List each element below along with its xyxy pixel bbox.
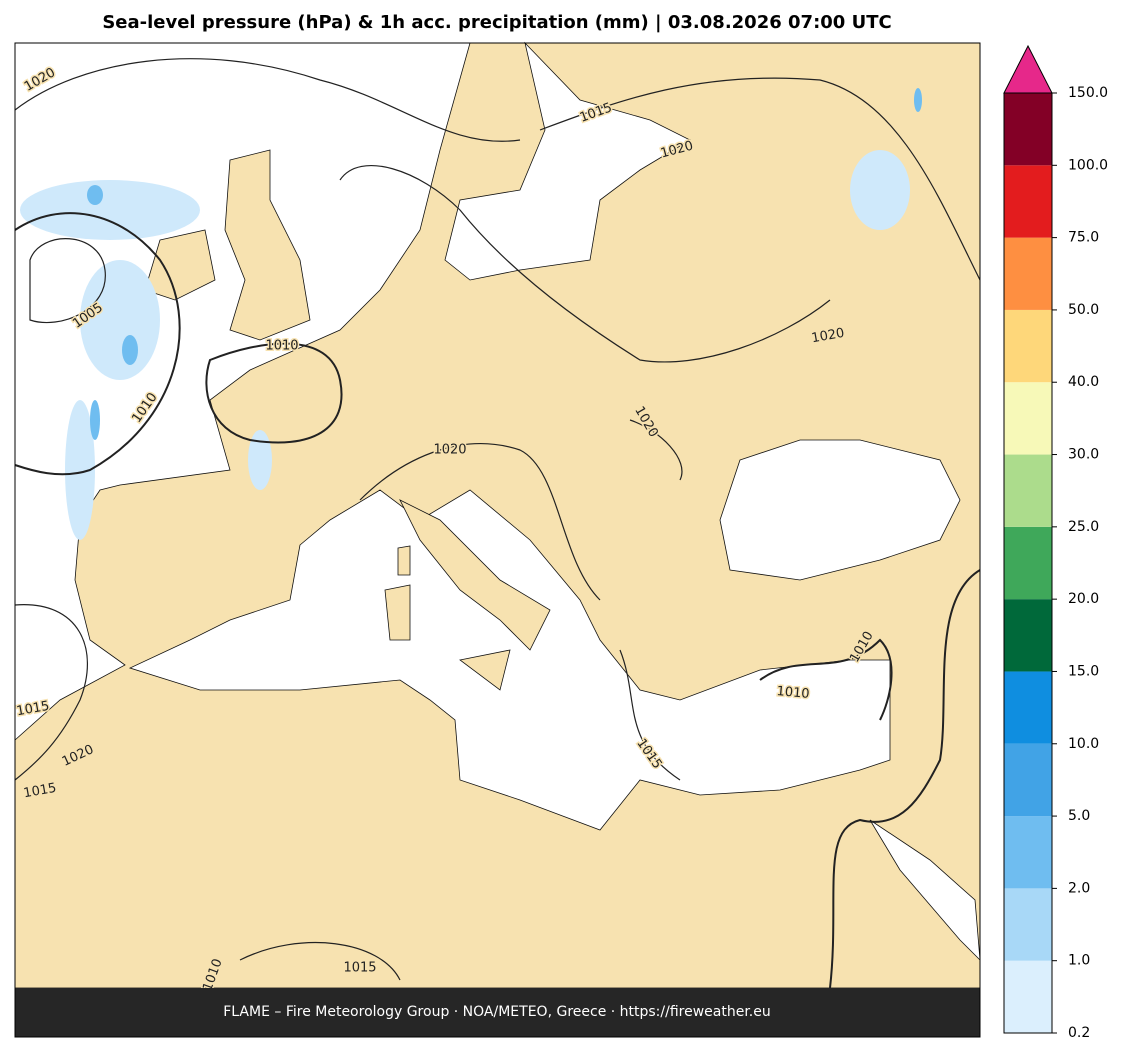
colorbar-tick-label: 15.0 bbox=[1068, 663, 1099, 679]
colorbar-segment bbox=[1004, 888, 1052, 961]
sardinia bbox=[384, 584, 411, 641]
contour-label: 1020 bbox=[433, 443, 466, 458]
mediterranean bbox=[128, 489, 891, 831]
colorbar-tick-label: 25.0 bbox=[1068, 519, 1099, 535]
contour-label: 1015 bbox=[343, 961, 376, 976]
contour-label: 1010 bbox=[265, 339, 298, 354]
colorbar-frame bbox=[1003, 92, 1053, 1034]
colorbar-segment bbox=[1004, 165, 1052, 238]
map-title: Sea-level pressure (hPa) & 1h acc. preci… bbox=[102, 12, 891, 33]
baltic bbox=[444, 41, 691, 281]
colorbar: 0.2 1.0 2.0 5.0 10.0 15.0 20.0 25.0 30.0 40.0 50.0… bbox=[1003, 44, 1108, 1041]
colorbar-tick-label: 50.0 bbox=[1068, 302, 1099, 318]
colorbar-tick-label: 20.0 bbox=[1068, 591, 1099, 607]
black-sea bbox=[719, 439, 961, 581]
footer-bar bbox=[15, 988, 980, 1037]
colorbar-segment bbox=[1004, 526, 1052, 600]
colorbar-extension bbox=[1003, 44, 1053, 94]
colorbar-segment bbox=[1004, 237, 1052, 310]
colorbar-tick-label: 150.0 bbox=[1068, 85, 1108, 101]
colorbar-tick-label: 10.0 bbox=[1068, 736, 1099, 752]
map-frame bbox=[14, 42, 981, 1038]
colorbar-segment bbox=[1004, 599, 1052, 672]
colorbar-segment bbox=[1004, 454, 1052, 527]
isobars bbox=[14, 58, 981, 989]
colorbar-segment bbox=[1004, 743, 1052, 817]
corsica bbox=[397, 545, 411, 576]
colorbar-segment bbox=[1004, 960, 1052, 1033]
map: 1020101510201005101010101020102010201015… bbox=[14, 41, 981, 995]
contour-label: 1015 bbox=[15, 699, 50, 720]
colorbar-segment bbox=[1004, 671, 1052, 744]
colorbar-tick-label: 40.0 bbox=[1068, 374, 1099, 390]
colorbar-tick-label: 1.0 bbox=[1068, 953, 1090, 969]
contour-label: 1010 bbox=[776, 684, 810, 702]
colorbar-segment bbox=[1004, 93, 1052, 166]
precipitation bbox=[20, 88, 922, 540]
sicily bbox=[459, 649, 511, 691]
colorbar-tick-label: 100.0 bbox=[1068, 157, 1108, 173]
footer-credit: FLAME – Fire Meteorology Group · NOA/MET… bbox=[223, 1004, 771, 1020]
colorbar-segment bbox=[1004, 816, 1052, 889]
colorbar-segment bbox=[1004, 382, 1052, 455]
contour-label: 1020 bbox=[810, 326, 845, 347]
colorbar-tick-label: 5.0 bbox=[1068, 808, 1090, 824]
colorbar-tick-label: 30.0 bbox=[1068, 447, 1099, 463]
contour-label: 1015 bbox=[22, 781, 57, 802]
colorbar-tick-label: 2.0 bbox=[1068, 880, 1090, 896]
colorbar-segment bbox=[1004, 309, 1052, 383]
britain bbox=[224, 149, 311, 341]
colorbar-tick-label: 75.0 bbox=[1068, 230, 1099, 246]
colorbar-tick-label: 0.2 bbox=[1068, 1025, 1090, 1041]
italy bbox=[399, 499, 551, 651]
